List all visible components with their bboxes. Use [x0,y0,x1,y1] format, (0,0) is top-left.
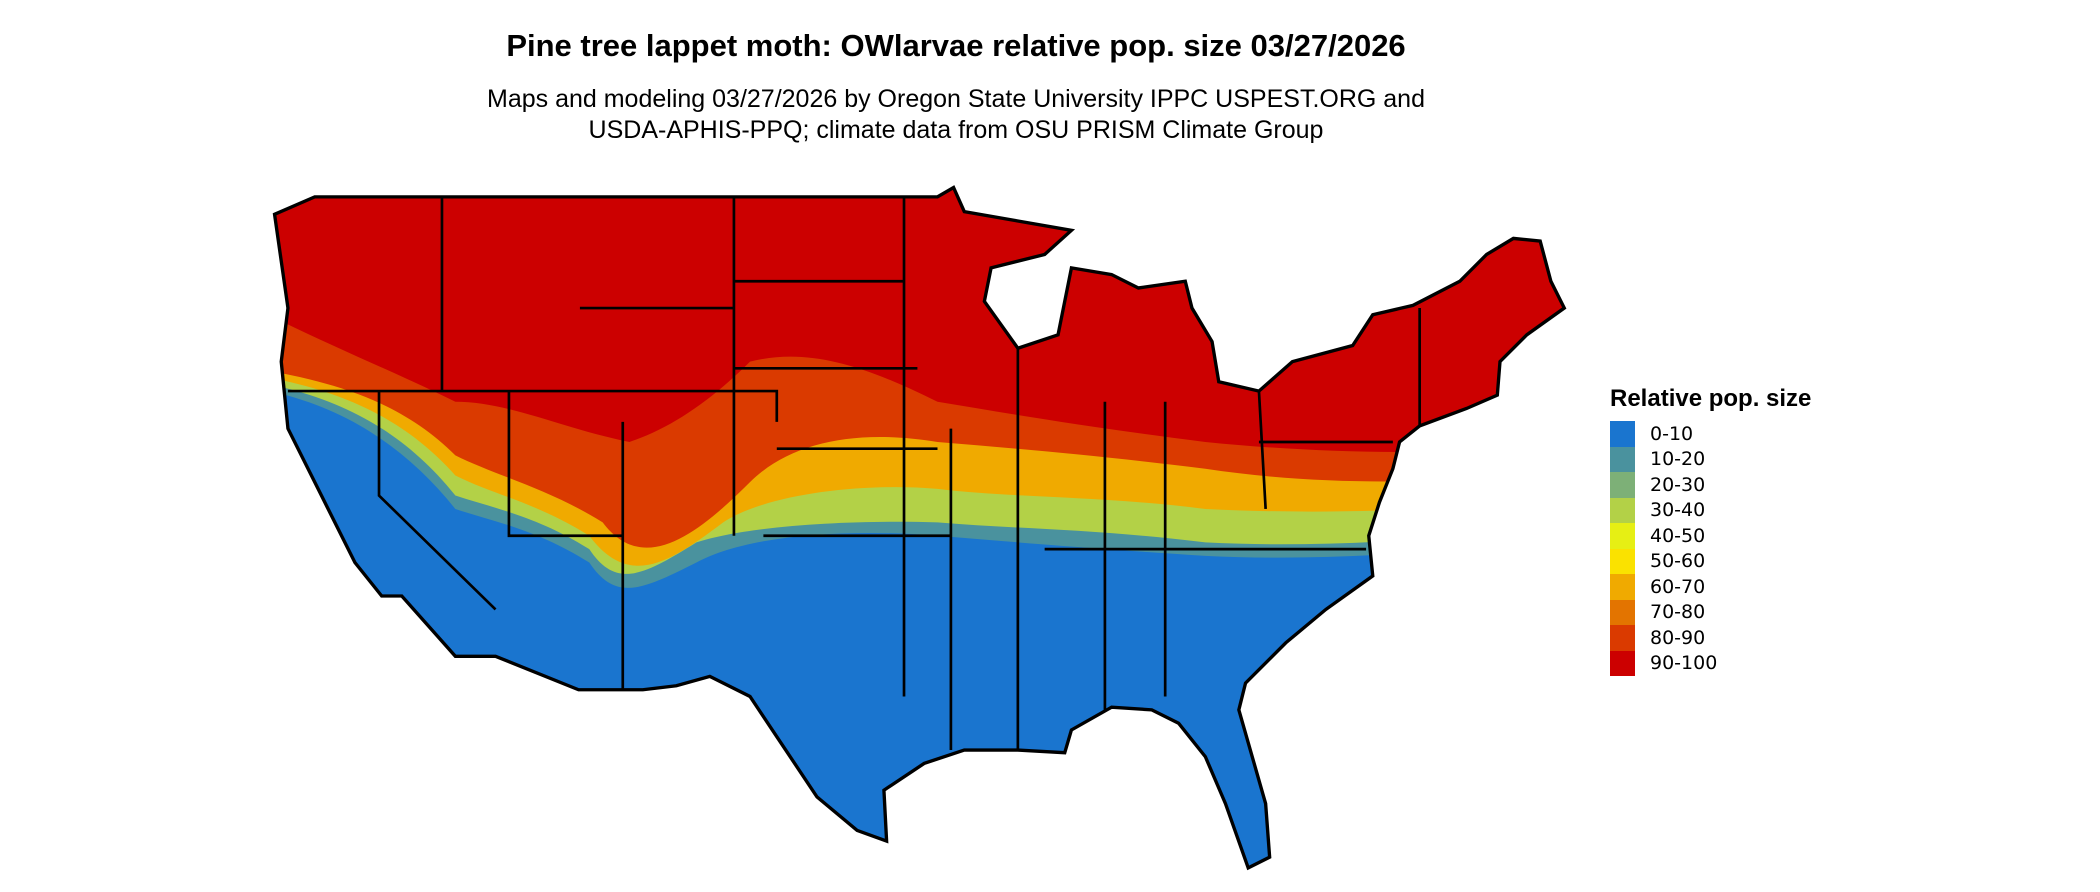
subtitle-line-2: USDA-APHIS-PPQ; climate data from OSU PR… [588,116,1324,144]
legend-swatch [1610,599,1635,625]
legend-label: 30-40 [1650,499,1706,522]
legend-label: 90-100 [1650,652,1718,675]
state-borders [287,196,1421,751]
legend: Relative pop. size 0-10 10-20 20-30 30-40 40… [1610,385,1811,676]
legend-item: 40-50 [1610,523,1811,549]
legend-label: 10-20 [1650,448,1706,471]
legend-swatch [1610,574,1635,600]
legend-swatch [1610,523,1635,549]
legend-label: 20-30 [1650,473,1706,496]
legend-title: Relative pop. size [1610,385,1812,412]
map-subtitle: Maps and modeling 03/27/2026 by Oregon S… [0,84,1912,146]
map-title: Pine tree lappet moth: OWlarvae relative… [506,28,1406,63]
legend-label: 40-50 [1650,524,1706,547]
legend-label: 80-90 [1650,626,1706,649]
legend-swatch [1610,421,1635,447]
legend-swatch [1610,446,1635,472]
legend-label: 60-70 [1650,575,1706,598]
legend-label: 0-10 [1650,422,1694,445]
legend-item: 0-10 [1610,421,1811,447]
legend-item: 70-80 [1610,599,1811,625]
legend-item: 60-70 [1610,574,1811,600]
legend-swatch [1610,548,1635,574]
legend-item: 80-90 [1610,625,1811,651]
legend-item: 20-30 [1610,472,1811,498]
subtitle-line-1: Maps and modeling 03/27/2026 by Oregon S… [487,85,1425,113]
legend-item: 50-60 [1610,548,1811,574]
legend-swatch [1610,625,1635,651]
legend-swatch [1610,497,1635,523]
legend-label: 50-60 [1650,550,1706,573]
legend-label: 70-80 [1650,601,1706,624]
legend-swatch [1610,472,1635,498]
legend-swatch [1610,650,1635,676]
legend-item: 90-100 [1610,650,1811,676]
population-raster [274,187,1565,868]
legend-item: 30-40 [1610,497,1811,523]
legend-item: 10-20 [1610,446,1811,472]
